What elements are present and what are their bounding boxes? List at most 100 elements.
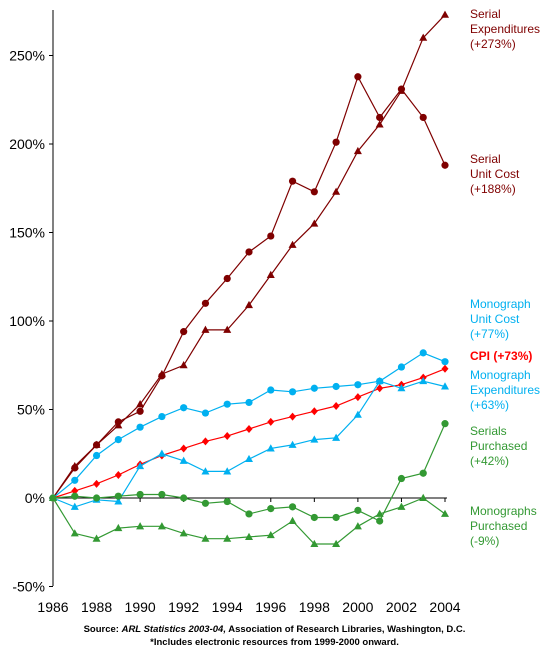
data-point [114, 435, 122, 444]
data-point [310, 384, 318, 392]
data-point [441, 358, 449, 366]
data-point [92, 451, 101, 460]
series-label-mono_uc: Monograph Unit Cost (+77%) [470, 297, 531, 341]
data-point [441, 382, 449, 390]
data-point [136, 461, 145, 470]
data-point [376, 113, 384, 122]
data-point [114, 470, 122, 479]
data-point [71, 486, 79, 495]
data-point [354, 393, 362, 402]
x-tick-label: 1994 [212, 599, 243, 615]
data-point [332, 401, 340, 410]
data-point [441, 509, 449, 517]
data-point [201, 325, 210, 333]
data-point [288, 240, 297, 248]
x-tick-label: 2000 [342, 599, 373, 615]
data-point [310, 407, 318, 416]
data-point [114, 418, 122, 426]
data-point [310, 513, 318, 522]
x-tick-label: 2002 [386, 599, 417, 615]
series-label-serials_purch: Serials Purchased (+42%) [470, 424, 527, 468]
data-point [158, 372, 166, 380]
data-point [376, 517, 384, 525]
data-point [223, 432, 231, 441]
data-point [288, 516, 297, 525]
data-point [266, 444, 275, 452]
data-point [180, 404, 188, 412]
data-point [332, 138, 340, 146]
series-label-mono_exp: Monograph Expenditures (+63%) [470, 368, 540, 412]
data-point [158, 412, 166, 421]
data-point [397, 363, 406, 371]
data-point [71, 492, 79, 500]
data-point [70, 502, 79, 510]
y-tick-label: 50% [17, 402, 45, 418]
data-point [375, 376, 384, 385]
x-tick-label: 2004 [429, 599, 460, 615]
data-point [201, 534, 210, 542]
series-serial_uc [49, 73, 449, 502]
axes: -50% 0% 50% 100% 150% 200% 250% 1986 1988 1990 199… [9, 10, 461, 615]
data-point [71, 476, 79, 484]
data-point [223, 534, 232, 542]
data-point [288, 503, 297, 511]
y-tick-label: 250% [9, 48, 45, 64]
series-lines [49, 10, 449, 548]
data-point [157, 449, 166, 457]
series-mono_exp [49, 376, 449, 510]
data-point [245, 532, 253, 540]
x-tick-label: 1998 [299, 599, 330, 615]
data-point [397, 474, 406, 483]
data-point [419, 469, 427, 477]
data-point [397, 502, 406, 510]
series-line-serial_uc [52, 75, 446, 499]
data-point [114, 497, 123, 505]
data-point [266, 530, 275, 539]
data-point [332, 539, 341, 548]
data-point [419, 33, 428, 41]
data-point [180, 494, 188, 502]
x-tick-label: 1996 [255, 599, 286, 615]
data-point [332, 187, 341, 195]
data-point [419, 349, 427, 357]
data-point [375, 120, 384, 128]
data-point [70, 529, 79, 537]
source-title: ARL Statistics 2003-04, [121, 624, 226, 635]
data-point [201, 299, 210, 307]
x-tick-label: 1986 [37, 599, 68, 615]
series-line-cpi [52, 368, 446, 499]
data-point [267, 232, 275, 240]
data-point [245, 398, 253, 407]
data-point [92, 494, 101, 502]
data-point [332, 382, 340, 391]
source-rest: Association of Research Libraries, Washi… [225, 624, 466, 635]
data-point [310, 539, 319, 548]
data-point [49, 493, 57, 501]
data-point [288, 388, 297, 396]
series-line-serials_purch [52, 423, 446, 522]
data-point [288, 177, 297, 185]
data-point [266, 270, 275, 278]
y-tick-label: 100% [9, 313, 45, 329]
data-point [245, 510, 253, 518]
data-point [179, 529, 188, 537]
source-note: Source: ARL Statistics 2003-04, Associat… [0, 624, 549, 635]
series-label-mono_purch: Monographs Purchased (-9%) [470, 504, 537, 548]
data-point [223, 325, 232, 333]
data-point [441, 364, 449, 373]
data-point [179, 361, 188, 369]
data-point [201, 499, 210, 507]
data-point [397, 384, 406, 392]
electronic-resources-note: *Includes electronic resources from 1999… [150, 637, 399, 648]
data-point [354, 381, 362, 389]
data-point [136, 399, 145, 408]
data-point [158, 490, 166, 499]
x-tick-label: 1988 [81, 599, 112, 615]
data-point [114, 492, 122, 500]
data-point [180, 444, 188, 453]
source-prefix: Source: [83, 624, 122, 635]
data-point [353, 522, 362, 530]
data-point [245, 454, 253, 463]
data-point [201, 467, 210, 475]
